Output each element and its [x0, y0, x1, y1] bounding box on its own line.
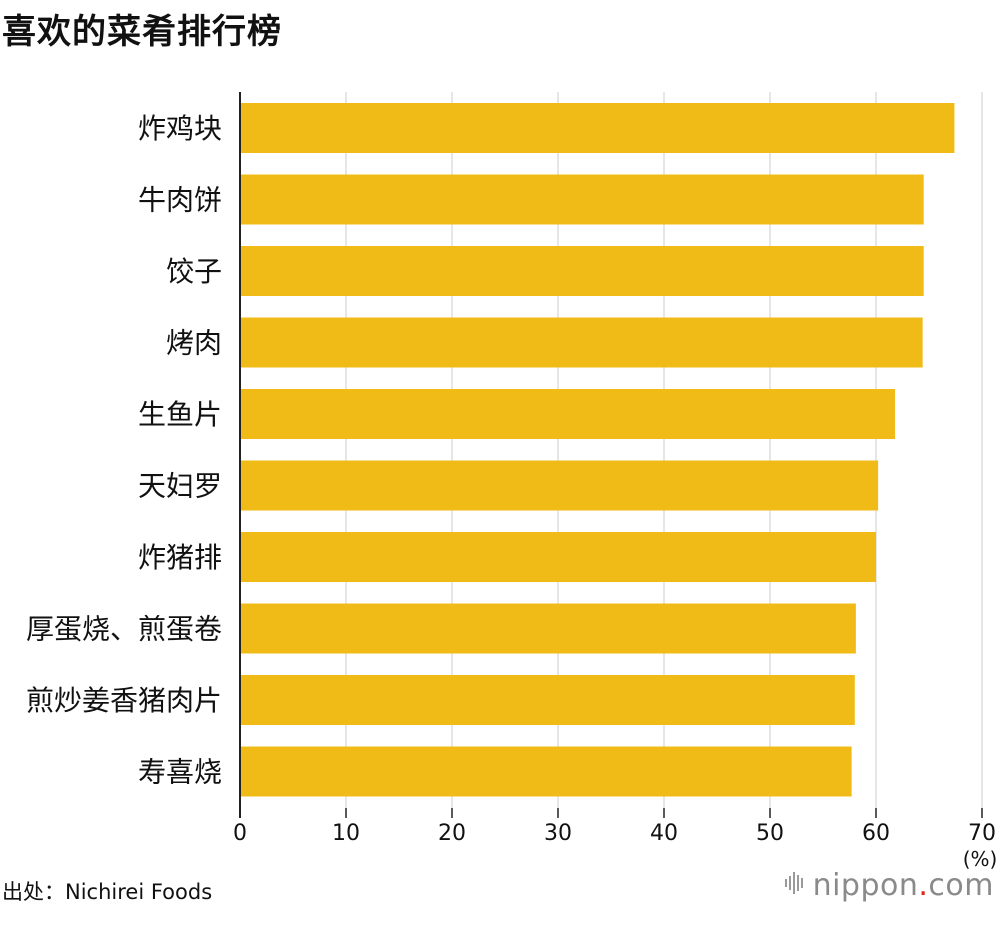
category-label: 煎炒姜香猪肉片	[26, 684, 222, 717]
brand-tld: com	[928, 868, 994, 903]
bar	[240, 603, 856, 654]
brand-dot: .	[918, 868, 929, 903]
x-tick-label: 70	[968, 821, 996, 846]
category-label: 炸猪排	[138, 541, 222, 574]
bar	[240, 746, 852, 797]
category-label: 烤肉	[166, 327, 222, 360]
category-label: 饺子	[166, 255, 222, 288]
x-tick-label: 40	[650, 821, 678, 846]
bar	[240, 317, 923, 368]
category-label: 天妇罗	[138, 470, 222, 503]
bar	[240, 675, 855, 725]
bar	[240, 389, 896, 439]
sound-bars-icon	[784, 869, 807, 904]
category-label: 牛肉饼	[138, 184, 222, 217]
x-unit-label: (%)	[963, 847, 998, 870]
x-tick-label: 50	[756, 821, 784, 846]
source-note: 出处：Nichirei Foods	[2, 880, 213, 904]
bar	[240, 460, 879, 511]
category-label: 生鱼片	[138, 398, 222, 431]
x-tick-label: 10	[332, 821, 360, 846]
bar	[240, 103, 955, 153]
chart-title: 喜欢的菜肴排行榜	[2, 12, 282, 52]
x-tick-label: 30	[544, 821, 572, 846]
bar	[240, 532, 876, 582]
x-tick-label: 60	[862, 821, 890, 846]
bar	[240, 246, 924, 296]
category-label: 炸鸡块	[138, 112, 222, 145]
brand-logo: nippon.com	[784, 868, 994, 904]
bar	[240, 174, 924, 225]
category-label: 厚蛋烧、煎蛋卷	[26, 613, 222, 646]
x-tick-label: 20	[438, 821, 466, 846]
x-tick-label: 0	[233, 821, 247, 846]
brand-name: nippon	[812, 868, 919, 903]
category-label: 寿喜烧	[138, 756, 222, 789]
